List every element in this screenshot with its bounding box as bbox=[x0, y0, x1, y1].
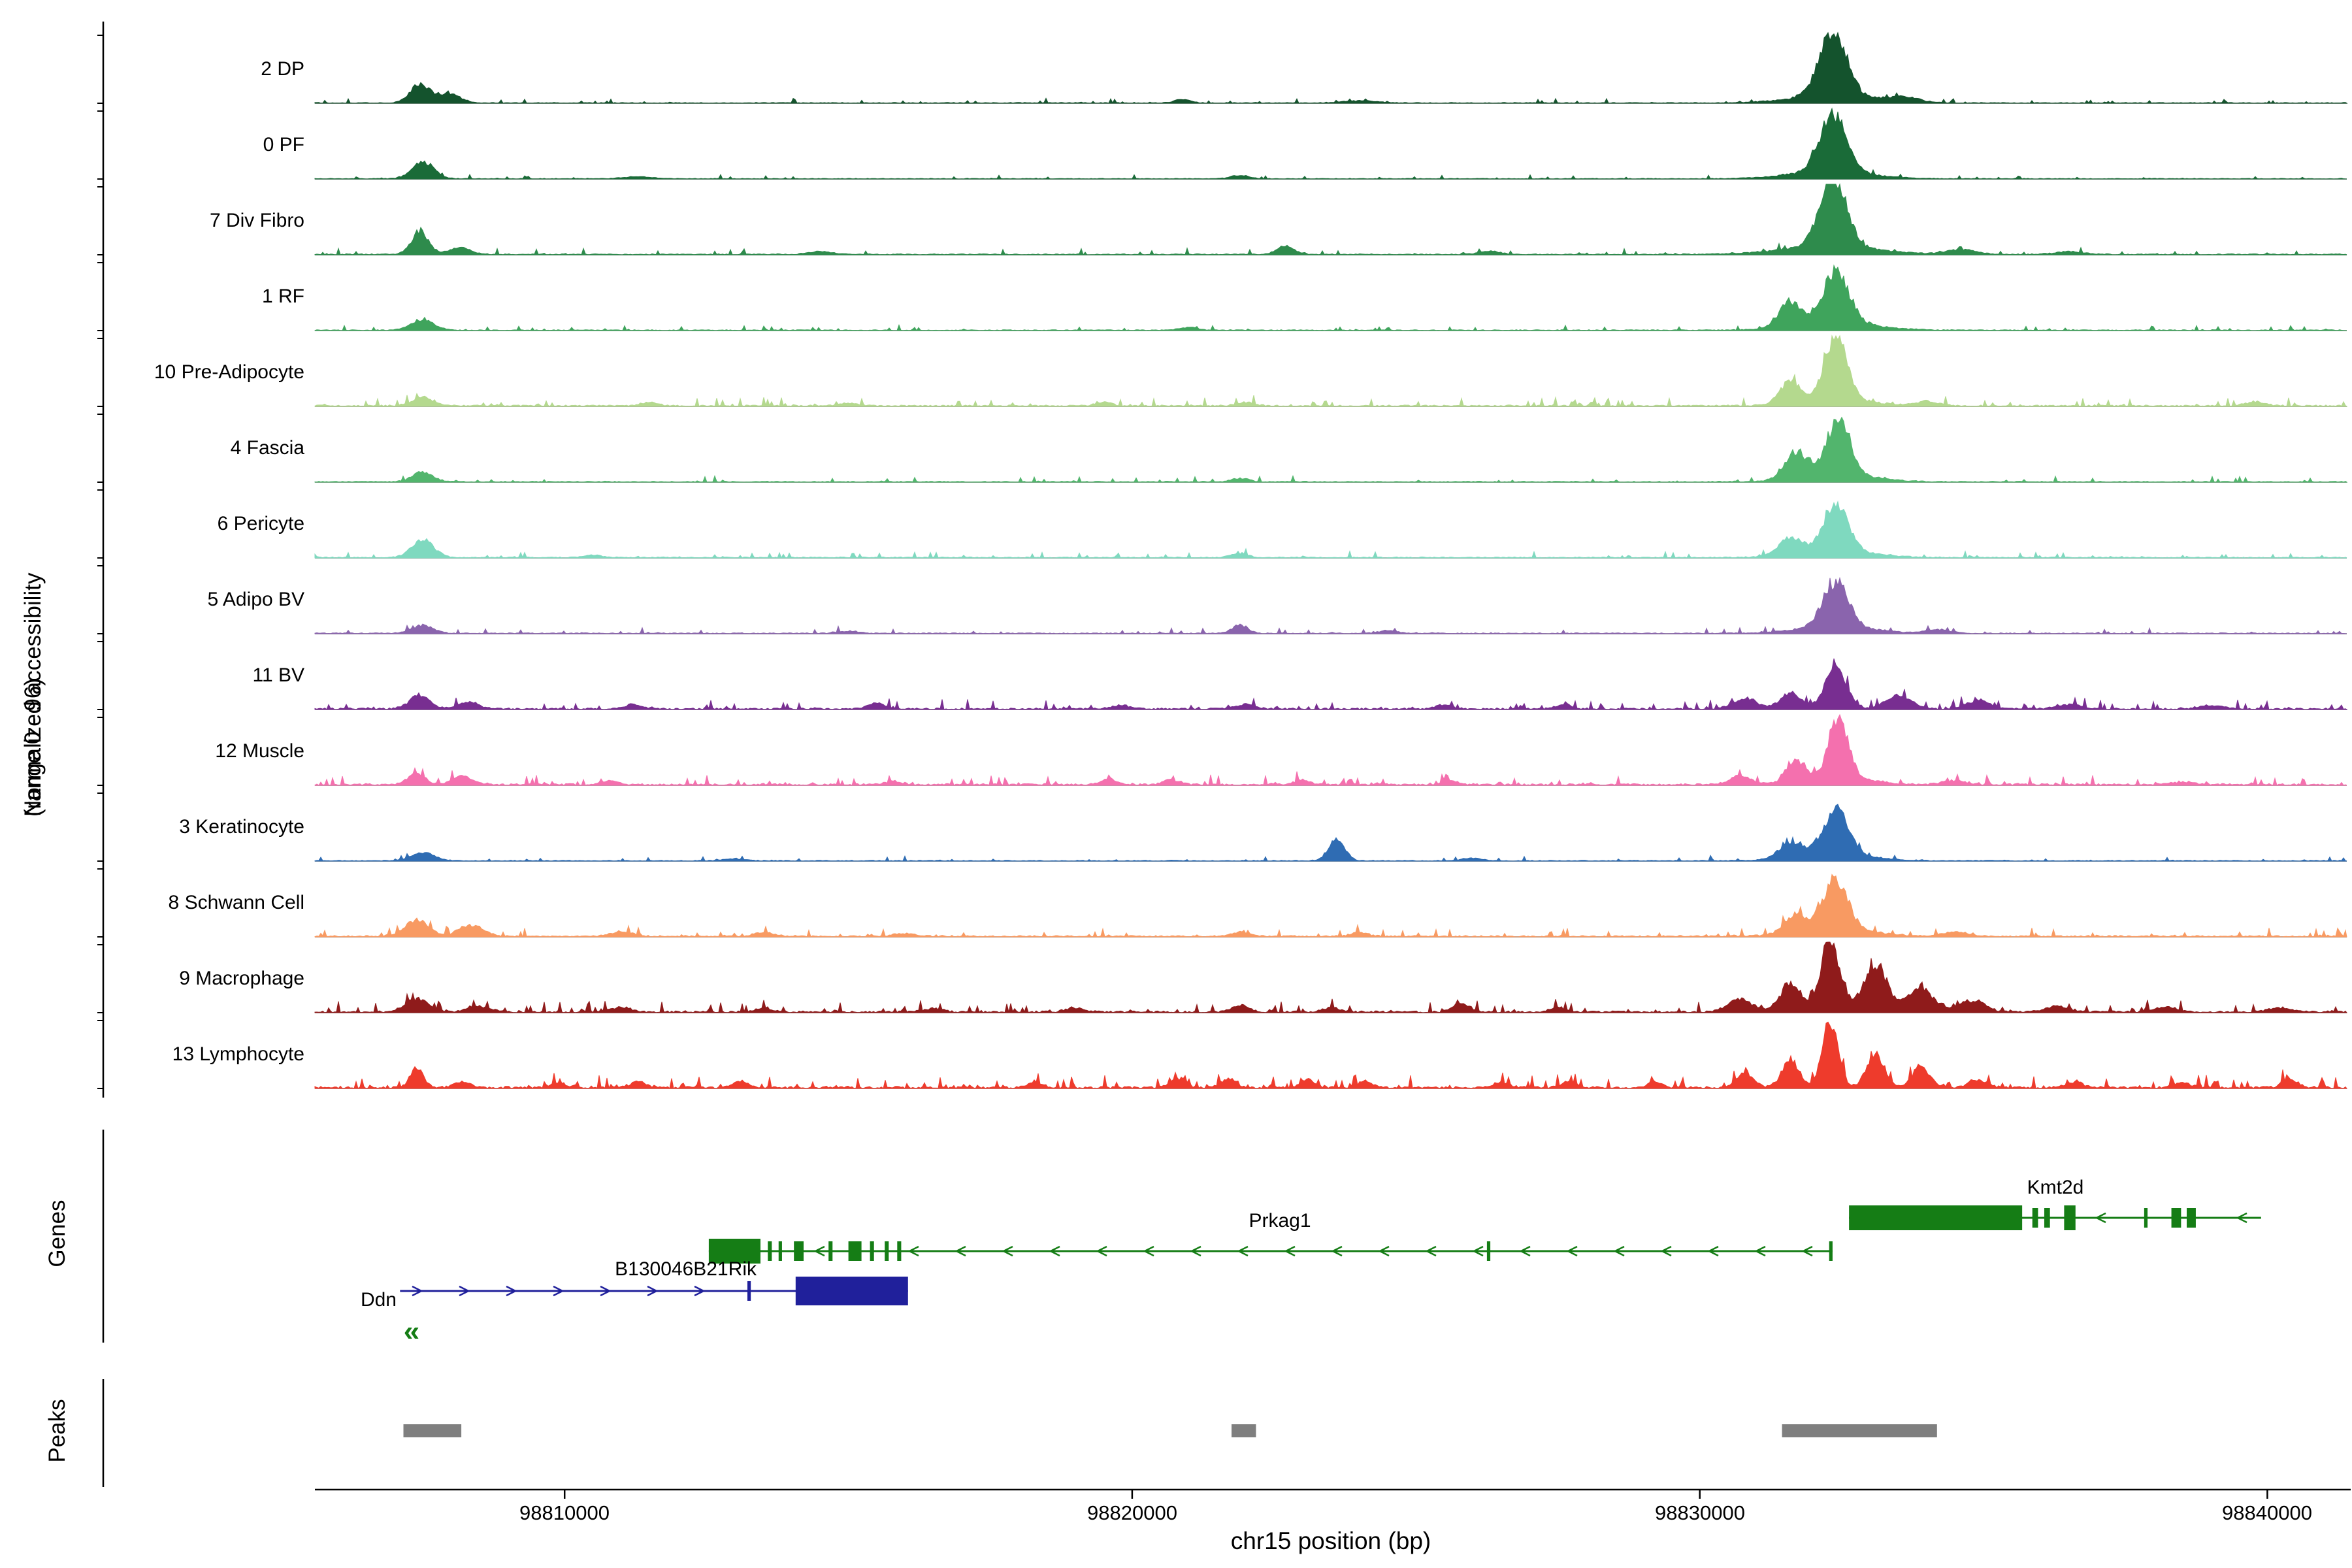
strand-arrow bbox=[553, 1285, 564, 1297]
gene-label: B130046B21Rik bbox=[615, 1258, 757, 1280]
track-label: 8 Schwann Cell bbox=[168, 892, 304, 913]
strand-arrow bbox=[955, 1245, 966, 1257]
x-tick-label: 98840000 bbox=[2222, 1501, 2312, 1524]
track-signal bbox=[314, 264, 2347, 331]
x-tick-label: 98810000 bbox=[519, 1501, 610, 1524]
track-label: 12 Muscle bbox=[215, 740, 304, 762]
strand-arrow bbox=[1237, 1245, 1249, 1257]
track-signal bbox=[314, 576, 2347, 634]
track-signal bbox=[314, 31, 2348, 104]
track-label: 7 Div Fibro bbox=[209, 210, 304, 231]
track-signal bbox=[314, 183, 2347, 255]
track-signal bbox=[314, 500, 2347, 559]
gene-label: Kmt2d bbox=[2027, 1177, 2084, 1198]
strand-arrow bbox=[506, 1285, 517, 1297]
track-signal bbox=[314, 416, 2348, 483]
track-label: 10 Pre-Adipocyte bbox=[154, 361, 304, 383]
gene-exon bbox=[870, 1241, 874, 1261]
x-tick-label: 98820000 bbox=[1087, 1501, 1177, 1524]
track-label: 3 Keratinocyte bbox=[179, 816, 304, 838]
strand-arrow bbox=[1707, 1245, 1719, 1257]
track-signal bbox=[314, 1021, 2348, 1090]
offscreen-gene-marker: « bbox=[403, 1315, 420, 1347]
strand-arrow bbox=[1190, 1245, 1201, 1257]
track-label: 1 RF bbox=[261, 286, 304, 307]
track-signal bbox=[314, 941, 2348, 1014]
strand-arrow bbox=[907, 1245, 919, 1257]
track-label: 13 Lymphocyte bbox=[172, 1043, 304, 1065]
gene-exon bbox=[2032, 1208, 2038, 1228]
gene-label: Ddn bbox=[360, 1289, 397, 1311]
gene-exon bbox=[1486, 1241, 1491, 1261]
peaks-section-label: Peaks bbox=[44, 1399, 70, 1463]
strand-arrow bbox=[1096, 1245, 1107, 1257]
strand-arrow bbox=[647, 1285, 659, 1297]
strand-arrow bbox=[1472, 1245, 1484, 1257]
peak-region bbox=[1782, 1424, 1937, 1437]
strand-arrow bbox=[2095, 1212, 2106, 1224]
gene-exon bbox=[795, 1277, 908, 1305]
strand-arrow bbox=[600, 1285, 612, 1297]
gene-exon bbox=[2144, 1208, 2148, 1228]
gene-exon bbox=[2044, 1208, 2050, 1228]
strand-arrow bbox=[1284, 1245, 1296, 1257]
gene-exon bbox=[2171, 1208, 2181, 1228]
track-signal bbox=[314, 874, 2347, 938]
track-label: 4 Fascia bbox=[230, 437, 304, 459]
strand-arrow bbox=[1143, 1245, 1154, 1257]
track-label: 11 BV bbox=[252, 664, 305, 686]
x-tick-label: 98830000 bbox=[1655, 1501, 1745, 1524]
strand-arrow bbox=[1002, 1245, 1013, 1257]
gene-exon bbox=[2187, 1208, 2196, 1228]
track-label: 5 Adipo BV bbox=[207, 589, 304, 610]
x-axis-title: chr15 position (bp) bbox=[1230, 1527, 1431, 1554]
strand-arrow bbox=[412, 1285, 423, 1297]
gene-exon bbox=[828, 1241, 833, 1261]
track-signal bbox=[314, 107, 2347, 180]
strand-arrow bbox=[1425, 1245, 1437, 1257]
gene-exon bbox=[778, 1241, 782, 1261]
strand-arrow bbox=[1566, 1245, 1578, 1257]
track-signal bbox=[314, 335, 2348, 408]
strand-arrow bbox=[1519, 1245, 1531, 1257]
gene-label: Prkag1 bbox=[1249, 1210, 1311, 1232]
gene-exon bbox=[708, 1239, 760, 1264]
gene-exon bbox=[2064, 1205, 2076, 1230]
peak-region bbox=[1232, 1424, 1256, 1437]
peak-region bbox=[403, 1424, 462, 1437]
strand-arrow bbox=[459, 1285, 470, 1297]
track-signal bbox=[314, 804, 2347, 862]
strand-arrow bbox=[1331, 1245, 1343, 1257]
strand-arrow bbox=[1660, 1245, 1672, 1257]
strand-arrow bbox=[694, 1285, 706, 1297]
strand-arrow bbox=[1049, 1245, 1060, 1257]
strand-arrow bbox=[1613, 1245, 1625, 1257]
track-label: 9 Macrophage bbox=[179, 968, 304, 989]
strand-arrow bbox=[1754, 1245, 1766, 1257]
track-signal bbox=[314, 713, 2347, 787]
gene-exon bbox=[897, 1241, 902, 1261]
gene-exon bbox=[768, 1241, 772, 1261]
track-label: 6 Pericyte bbox=[217, 513, 304, 534]
track-label: 2 DP bbox=[261, 58, 304, 80]
gene-exon bbox=[1829, 1241, 1833, 1261]
track-label: 0 PF bbox=[263, 134, 304, 155]
gene-exon bbox=[848, 1241, 862, 1261]
gene-exon bbox=[747, 1281, 751, 1301]
strand-arrow bbox=[2236, 1212, 2247, 1224]
genes-section-label: Genes bbox=[44, 1200, 70, 1267]
strand-arrow bbox=[1801, 1245, 1813, 1257]
strand-arrow bbox=[1378, 1245, 1390, 1257]
gene-exon bbox=[885, 1241, 889, 1261]
gene-exon bbox=[1849, 1205, 2023, 1230]
track-signal bbox=[314, 658, 2348, 711]
gene-exon bbox=[794, 1241, 804, 1261]
strand-arrow bbox=[813, 1245, 825, 1257]
